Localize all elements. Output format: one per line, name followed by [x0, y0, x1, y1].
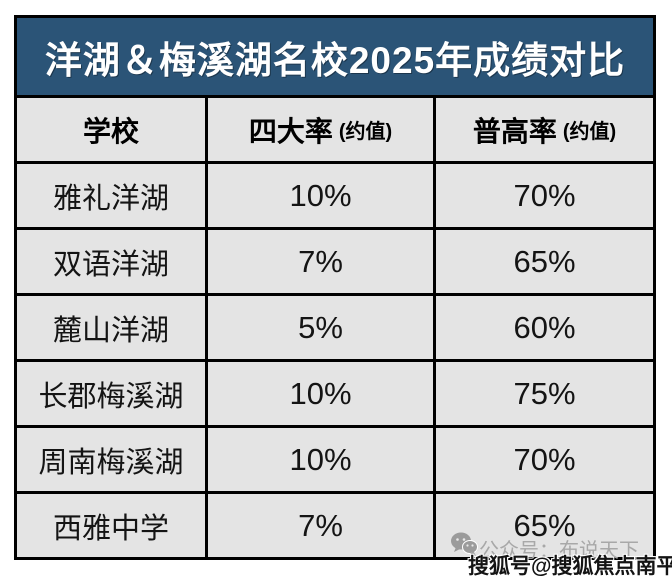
four-rate-cell: 7% — [205, 227, 433, 293]
column-header-general-rate: 普高率 (约值) — [433, 98, 653, 161]
general-rate-cell: 60% — [433, 293, 653, 359]
column-header-label: 四大率 — [248, 115, 333, 147]
school-name-cell: 麓山洋湖 — [17, 293, 205, 359]
general-rate-cell: 70% — [433, 425, 653, 491]
school-name-cell: 双语洋湖 — [17, 227, 205, 293]
wechat-icon — [451, 532, 478, 556]
column-header-sublabel: (约值) — [338, 121, 393, 143]
table-title: 洋湖＆梅溪湖名校2025年成绩对比 — [17, 18, 653, 98]
four-rate-cell: 10% — [205, 359, 433, 425]
general-rate-cell: 70% — [433, 161, 653, 227]
four-rate-cell: 5% — [205, 293, 433, 359]
four-rate-cell: 10% — [205, 161, 433, 227]
column-header-sublabel: (约值) — [562, 121, 617, 143]
column-header-label: 普高率 — [472, 115, 557, 147]
sohu-watermark-text: 搜狐号@搜狐焦点南平站 — [468, 555, 672, 578]
general-rate-cell: 75% — [433, 359, 653, 425]
four-rate-cell: 7% — [205, 491, 433, 557]
school-name-cell: 西雅中学 — [17, 491, 205, 557]
school-name-cell: 周南梅溪湖 — [17, 425, 205, 491]
table-grid: 学校 四大率 (约值) 普高率 (约值) 雅礼洋湖 10% 70% 双语洋湖 7… — [17, 98, 653, 557]
wechat-watermark-text: 公众号：布说天下 — [479, 540, 639, 562]
school-name-cell: 长郡梅溪湖 — [17, 359, 205, 425]
comparison-table: 洋湖＆梅溪湖名校2025年成绩对比 学校 四大率 (约值) 普高率 (约值) 雅… — [14, 15, 656, 560]
four-rate-cell: 10% — [205, 425, 433, 491]
general-rate-cell: 65% — [433, 227, 653, 293]
column-header-label: 学校 — [82, 115, 139, 147]
column-header-four-rate: 四大率 (约值) — [205, 98, 433, 161]
school-name-cell: 雅礼洋湖 — [17, 161, 205, 227]
column-header-school: 学校 — [17, 98, 205, 161]
